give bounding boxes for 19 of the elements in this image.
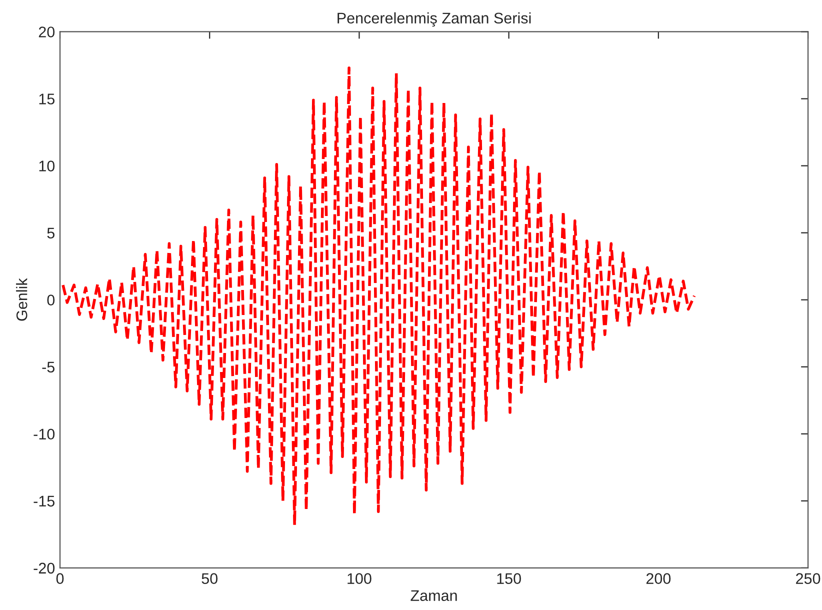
y-tick-label: 10 xyxy=(39,160,55,172)
y-tick-label: 15 xyxy=(39,94,55,104)
y-tick-label: -20 xyxy=(34,562,55,574)
x-tick-label: 250 xyxy=(796,573,820,584)
line-series xyxy=(62,66,696,526)
x-tick-label: 150 xyxy=(497,573,521,584)
y-tick-label: -5 xyxy=(42,362,55,373)
x-tick-label: 200 xyxy=(646,573,671,584)
y-tick-label: 0 xyxy=(47,294,55,306)
y-tick-label: 5 xyxy=(47,228,55,238)
x-axis-title: Zaman xyxy=(410,590,457,602)
x-tick-label: 0 xyxy=(56,573,64,584)
y-axis-title: Genlik xyxy=(16,278,28,321)
y-tick-label: -10 xyxy=(34,428,55,440)
y-tick-label: -15 xyxy=(34,496,55,507)
x-tick-label: 50 xyxy=(202,573,218,584)
y-tick-label: 20 xyxy=(38,26,55,38)
x-tick-label: 100 xyxy=(348,573,372,584)
chart-title: Pencerelenmiş Zaman Serisi xyxy=(338,12,531,27)
